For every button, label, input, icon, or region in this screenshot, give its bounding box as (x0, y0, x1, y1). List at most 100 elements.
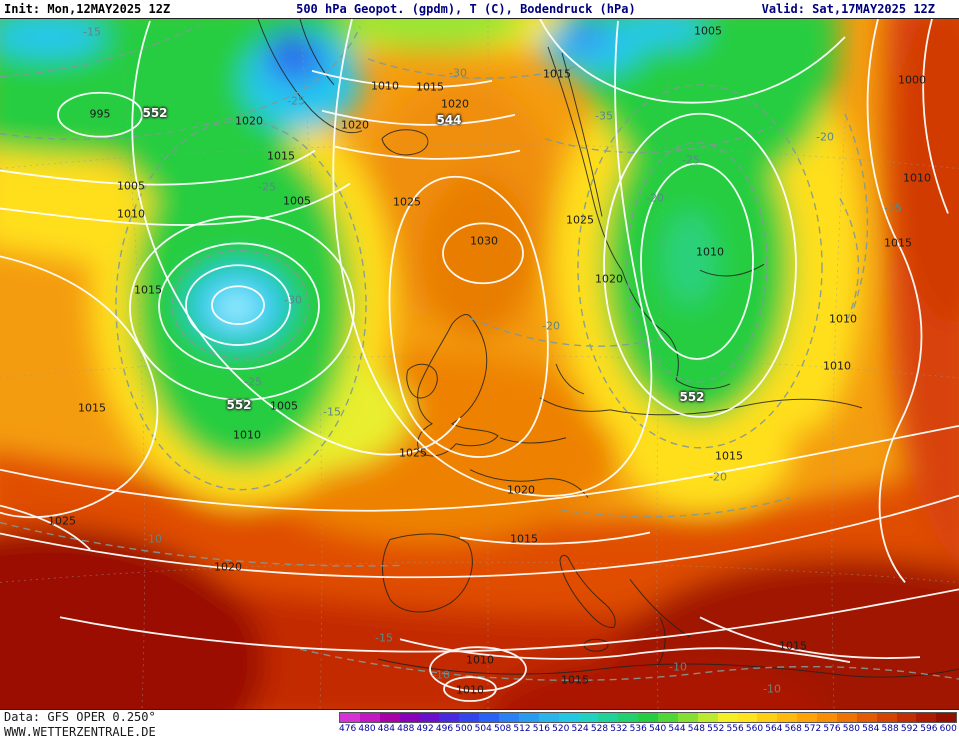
colorbar-tick: 540 (649, 724, 667, 734)
temperature-label: -20 (709, 470, 727, 484)
temperature-contours-layer (0, 24, 959, 681)
temperature-label: -10 (669, 660, 687, 674)
temperature-label: -20 (542, 319, 560, 333)
pressure-label: 1020 (595, 272, 623, 286)
colorbar-cell (737, 713, 758, 722)
colorbar-tick: 600 (939, 724, 957, 734)
colorbar-cell (638, 713, 658, 722)
pressure-label: 1010 (117, 207, 145, 221)
colorbar-tick: 536 (629, 724, 647, 734)
pressure-label: 1015 (884, 236, 912, 250)
temperature-label: -20 (816, 130, 834, 144)
colorbar-tick: 572 (804, 724, 822, 734)
pressure-label: 1025 (566, 213, 594, 227)
colorbar-cell (697, 713, 718, 722)
colorbar-cell (936, 713, 957, 722)
colorbar-cell (797, 713, 817, 722)
colorbar-tick: 480 (358, 724, 376, 734)
colorbar-cell (538, 713, 559, 722)
pressure-label: 1025 (399, 446, 427, 460)
valid-time-text: Valid: Sat,17MAY2025 12Z (761, 2, 935, 16)
geopotential-label: 552 (226, 398, 252, 412)
pressure-label: 1010 (456, 683, 484, 697)
colorbar-tick: 488 (397, 724, 415, 734)
pressure-label: 1020 (507, 483, 535, 497)
colorbar-tick: 500 (455, 724, 473, 734)
pressure-label: 1015 (416, 80, 444, 94)
pressure-label: 1015 (267, 149, 295, 163)
pressure-label: 1005 (283, 194, 311, 208)
colorbar-tick: 524 (571, 724, 589, 734)
colorbar-cell (359, 713, 380, 722)
geopotential-fill-layer (0, 19, 959, 709)
colorbar-cell (340, 713, 360, 722)
colorbar-tick: 496 (435, 724, 454, 734)
colorbar-tick: 548 (687, 724, 705, 734)
colorbar-tick: 584 (862, 724, 880, 734)
temperature-label: -35 (595, 109, 613, 123)
colorbar-tick: 544 (668, 724, 686, 734)
pressure-label: 1010 (466, 653, 494, 667)
colorbar-cell (836, 713, 857, 722)
colorbar-cell (777, 713, 798, 722)
pressure-label: 1015 (543, 67, 571, 81)
temperature-label: -15 (83, 25, 101, 39)
pressure-label: 1020 (235, 114, 263, 128)
colorbar-cell (717, 713, 738, 722)
colorbar-tick: 476 (339, 724, 357, 734)
pressure-label: 1015 (510, 532, 538, 546)
pressure-contours-layer (0, 19, 959, 702)
colorbar-cell (578, 713, 599, 722)
temperature-label: -15 (884, 201, 902, 215)
weather-map: 995 1005 1010 1015 1015 1020 1015 1005 1005 1010 1… (0, 18, 959, 710)
colorbar-cell (916, 713, 937, 722)
temperature-label: -30 (284, 293, 302, 307)
colorbar-tick: 560 (745, 724, 764, 734)
geopotential-label: 544 (436, 113, 462, 127)
colorbar-tick: 520 (552, 724, 570, 734)
colorbar-cell (856, 713, 877, 722)
map-title: 500 hPa Geopot. (gpdm), T (C), Bodendruc… (296, 2, 636, 16)
temperature-label: -25 (258, 180, 276, 194)
pressure-label: 1010 (829, 312, 857, 326)
pressure-label: 1010 (903, 171, 931, 185)
pressure-label: 1010 (696, 245, 724, 259)
colorbar-cell (459, 713, 480, 722)
website-text: WWW.WETTERZENTRALE.DE (4, 725, 156, 739)
data-source-text: Data: GFS OPER 0.250° (4, 710, 156, 724)
pressure-label: 1010 (823, 359, 851, 373)
colorbar-cell (896, 713, 917, 722)
colorbar-ticks: 476 480 484 488 492 496 500 504 508 512 516 520 524 5… (339, 724, 957, 734)
pressure-label: 1010 (371, 79, 399, 93)
colorbar-cell (876, 713, 897, 722)
temperature-label: -10 (144, 532, 162, 546)
colorbar-cell (499, 713, 519, 722)
colorbar-tick: 568 (784, 724, 802, 734)
footer-bar: Data: GFS OPER 0.250° WWW.WETTERZENTRALE… (0, 710, 959, 741)
pressure-label: 1020 (214, 560, 242, 574)
pressure-label: 1015 (134, 283, 162, 297)
temperature-label: -15 (375, 631, 393, 645)
colorbar-tick: 484 (377, 724, 395, 734)
temperature-label: -20 (646, 191, 664, 205)
geopotential-label: 552 (142, 106, 168, 120)
temperature-label: -25 (244, 375, 262, 389)
colorbar-tick: 552 (707, 724, 725, 734)
colorbar-tick: 580 (842, 724, 860, 734)
pressure-label: 1005 (270, 399, 298, 413)
temperature-label: -25 (682, 153, 700, 167)
colorbar-cell (817, 713, 837, 722)
colorbar-cell (518, 713, 539, 722)
colorbar-cell (479, 713, 499, 722)
pressure-label: 1015 (779, 639, 807, 653)
pressure-label: 995 (89, 107, 111, 121)
colorbar-tick: 556 (726, 724, 744, 734)
colorbar-tick: 528 (590, 724, 609, 734)
colorbar-tick: 512 (513, 724, 531, 734)
colorbar-tick: 564 (765, 724, 783, 734)
pressure-label: 1000 (898, 73, 926, 87)
colorbar-cell (677, 713, 698, 722)
colorbar-tick: 504 (474, 724, 492, 734)
colorbar-tick: 516 (532, 724, 550, 734)
